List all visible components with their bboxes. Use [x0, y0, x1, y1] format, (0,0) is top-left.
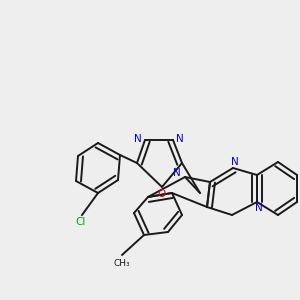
Text: O: O — [158, 189, 166, 199]
Text: Cl: Cl — [76, 217, 86, 227]
Text: N: N — [255, 203, 263, 213]
Text: N: N — [231, 157, 239, 167]
Text: N: N — [173, 168, 181, 178]
Text: N: N — [176, 134, 184, 144]
Text: CH₃: CH₃ — [114, 259, 130, 268]
Text: N: N — [134, 134, 142, 144]
